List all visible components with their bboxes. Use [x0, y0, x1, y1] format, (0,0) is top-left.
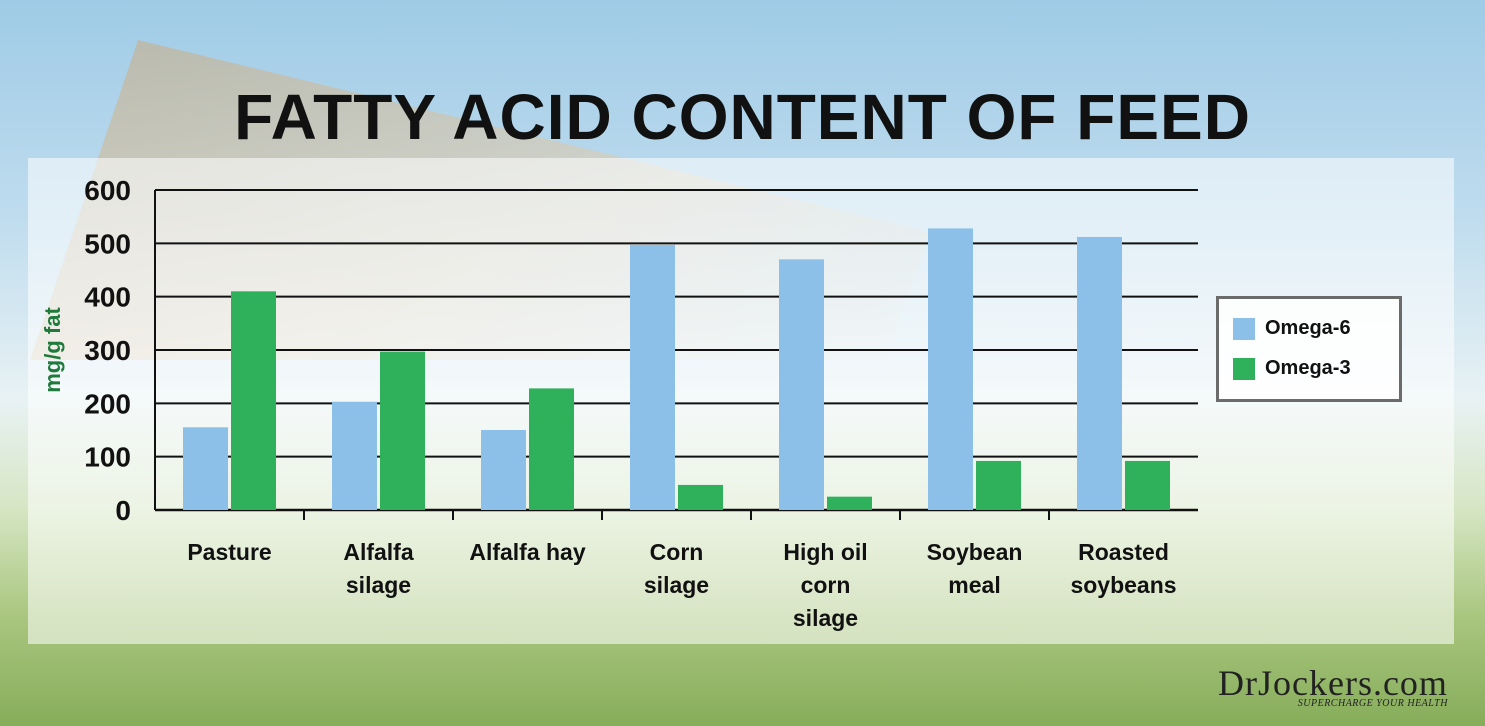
bar-omega-3-6 — [1125, 460, 1170, 510]
logo-name: DrJockers.com — [1218, 663, 1448, 703]
legend-swatch-omega-6 — [1233, 317, 1255, 340]
bar-omega-3-0 — [231, 291, 276, 510]
x-category-label-3: Corn silage — [644, 539, 709, 598]
drjockers-logo[interactable]: DrJockers.com SUPERCHARGE YOUR HEALTH — [1218, 662, 1448, 709]
x-category-label-6: Roasted soybeans — [1070, 539, 1176, 598]
y-tick-label-400: 400 — [84, 282, 131, 313]
x-category-label-4: High oil corn silage — [783, 539, 867, 631]
bar-omega-3-5 — [976, 460, 1021, 510]
legend-label-omega-3: Omega-3 — [1265, 357, 1351, 379]
bar-omega-6-0 — [183, 427, 228, 510]
legend-swatch-omega-3 — [1233, 357, 1255, 380]
bar-omega-6-6 — [1077, 236, 1122, 510]
bar-omega-6-3 — [630, 244, 675, 510]
y-tick-label-0: 0 — [115, 495, 131, 526]
y-tick-label-600: 600 — [84, 175, 131, 206]
bar-omega-6-2 — [481, 430, 526, 510]
legend-label-omega-6: Omega-6 — [1265, 317, 1351, 339]
bar-omega-6-1 — [332, 401, 377, 510]
y-tick-label-100: 100 — [84, 442, 131, 473]
y-tick-label-200: 200 — [84, 388, 131, 419]
logo-tagline: SUPERCHARGE YOUR HEALTH — [1297, 698, 1448, 709]
bar-omega-6-4 — [779, 259, 824, 510]
bar-omega-3-3 — [678, 484, 723, 510]
bar-omega-3-1 — [380, 351, 425, 510]
bar-omega-3-2 — [529, 388, 574, 510]
x-category-label-1: Alfalfa silage — [343, 539, 414, 598]
legend: Omega-6 Omega-3 — [1216, 296, 1402, 402]
y-axis-label: mg/g fat — [40, 307, 65, 393]
x-category-label-2: Alfalfa hay — [469, 539, 586, 565]
bar-omega-3-4 — [827, 496, 872, 510]
bar-omega-6-5 — [928, 228, 973, 510]
legend-item-omega-6: Omega-6 — [1233, 317, 1351, 340]
y-tick-label-300: 300 — [84, 335, 131, 366]
chart-title: FATTY ACID CONTENT OF FEED — [234, 81, 1251, 153]
x-category-label-0: Pasture — [187, 539, 271, 565]
x-category-label-5: Soybean meal — [927, 539, 1023, 598]
y-tick-label-500: 500 — [84, 228, 131, 259]
legend-item-omega-3: Omega-3 — [1233, 357, 1351, 380]
